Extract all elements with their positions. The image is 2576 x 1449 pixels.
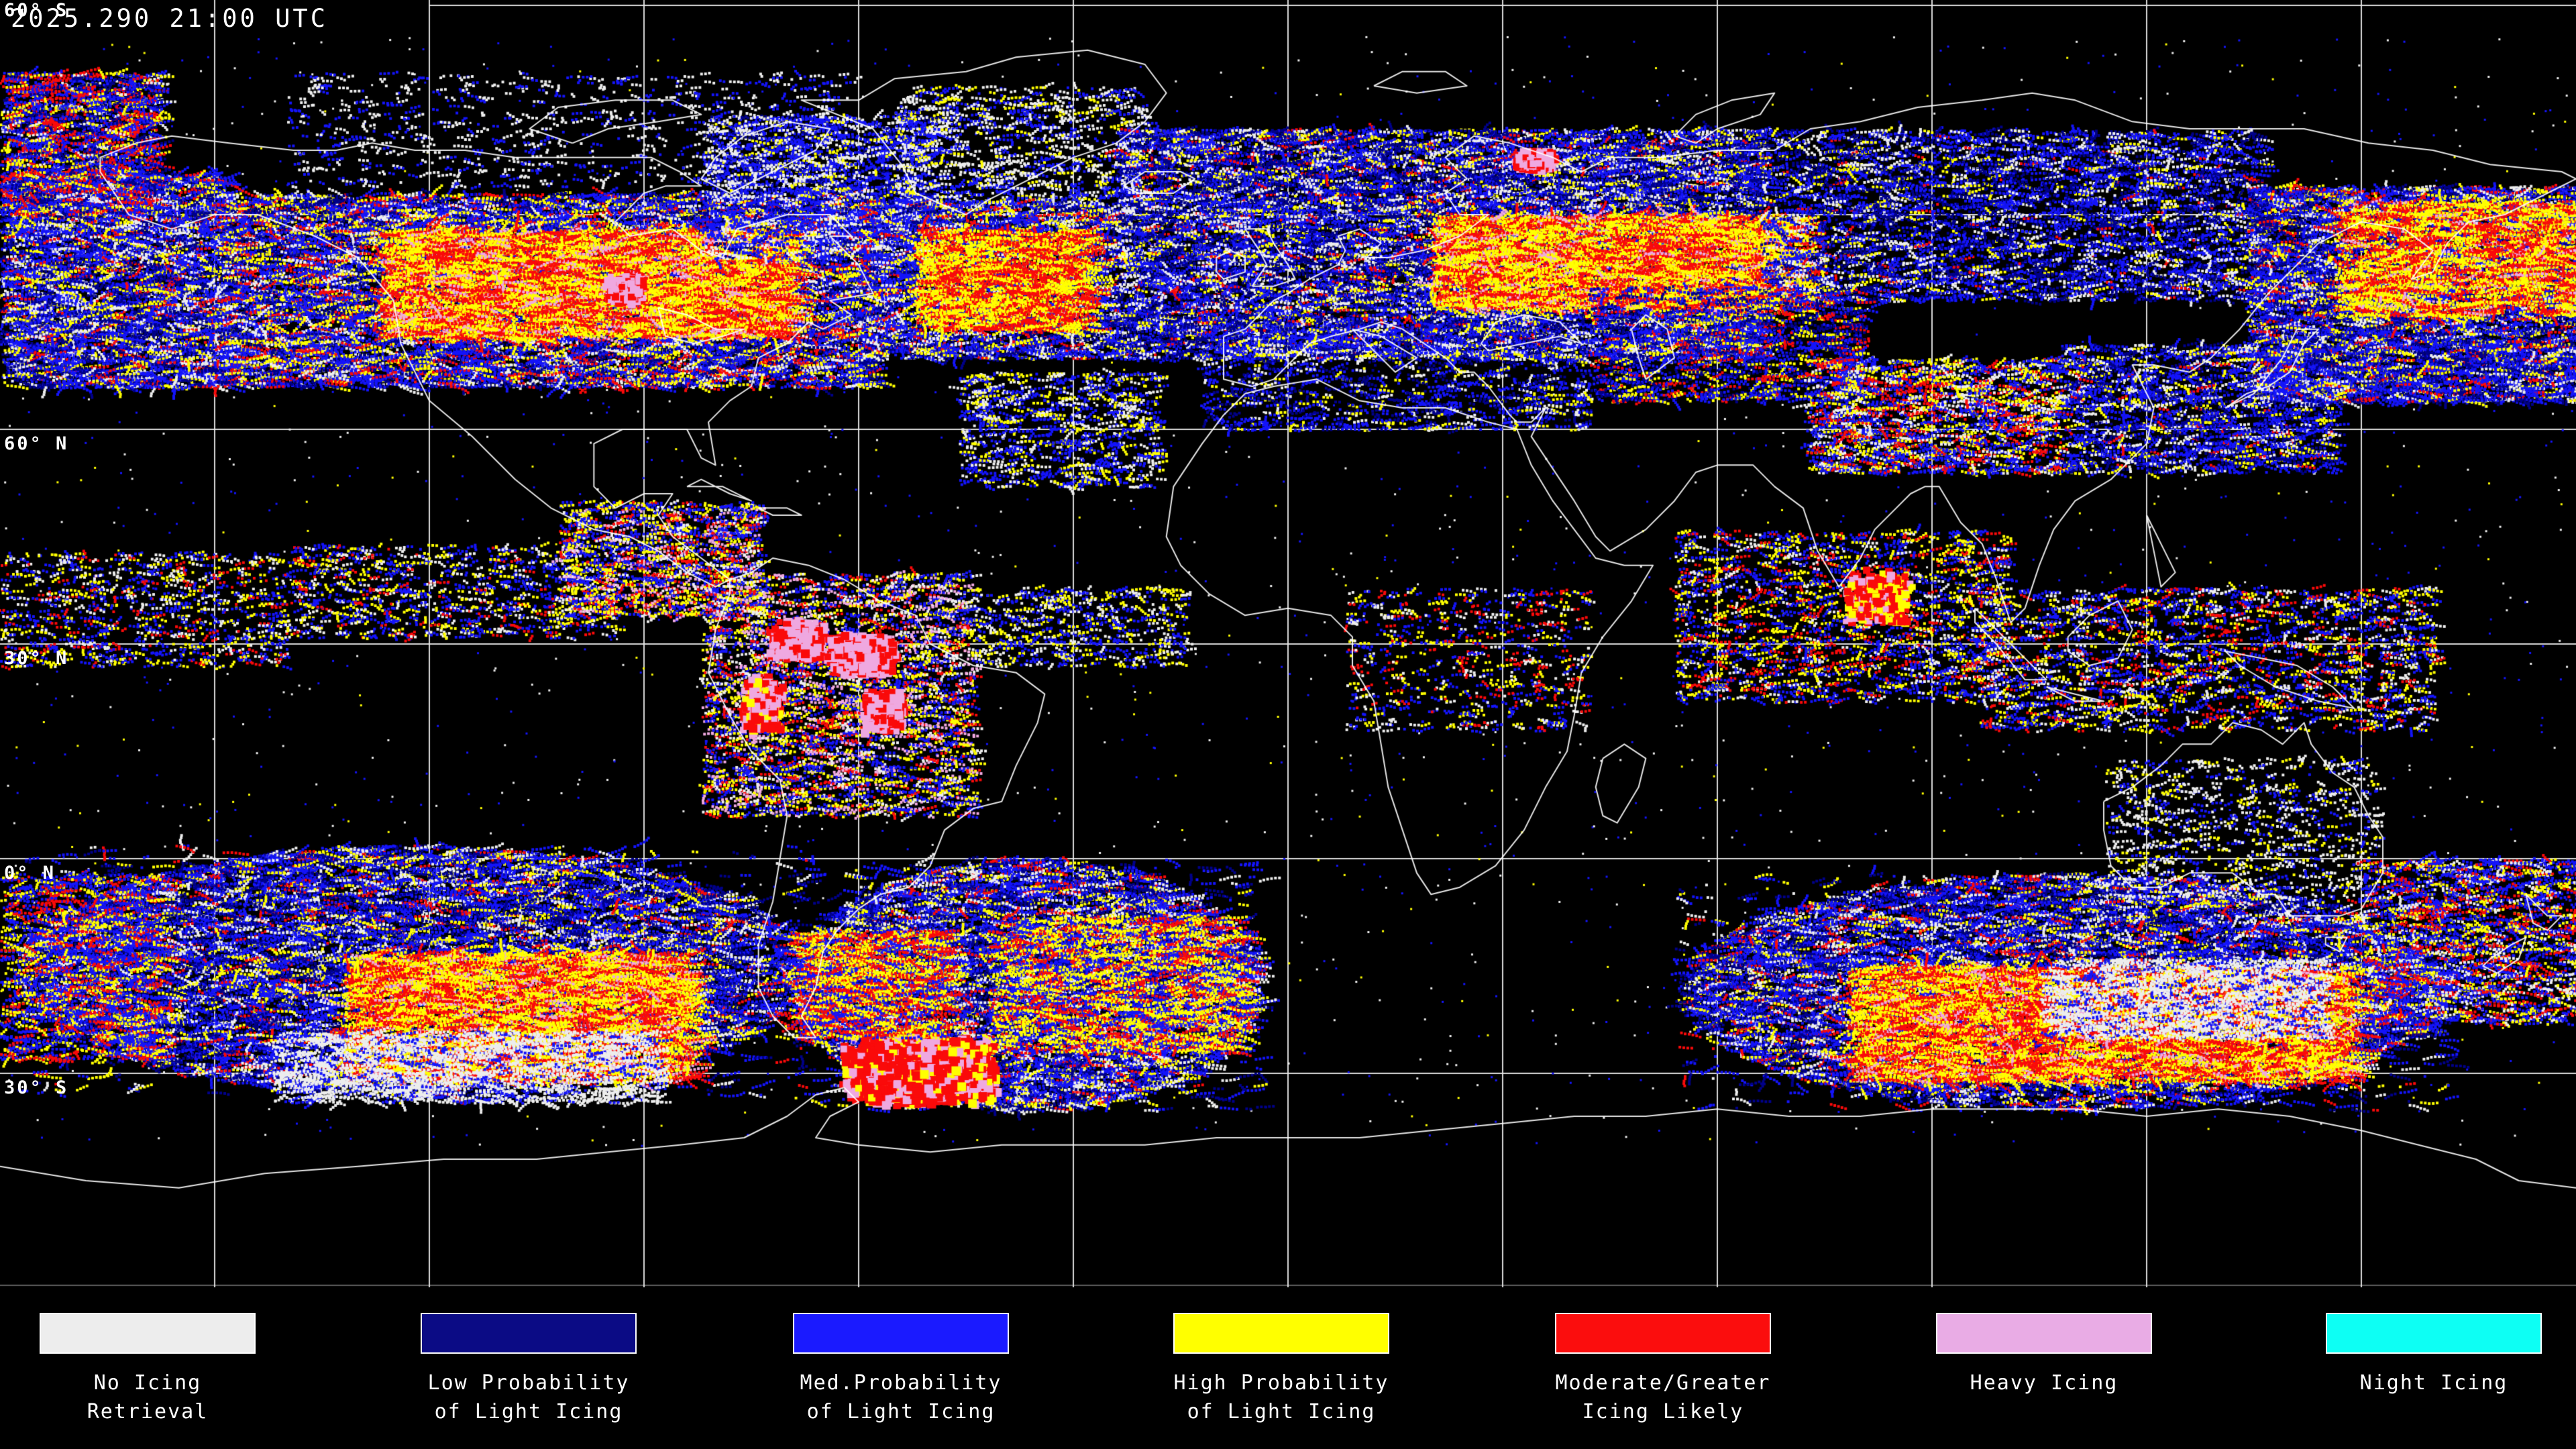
lat-label-60n: 60° N bbox=[4, 433, 69, 454]
legend-label: Retrieval bbox=[87, 1400, 209, 1424]
low-prob-swatch bbox=[421, 1313, 637, 1354]
legend-label: of Light Icing bbox=[1187, 1400, 1376, 1424]
timestamp: 2025.290 21:00 UTC bbox=[11, 4, 328, 33]
lat-label-60s: 60° S bbox=[4, 0, 69, 21]
legend-item-night-icing: Night Icing bbox=[2246, 1287, 2576, 1397]
legend-label: of Light Icing bbox=[434, 1400, 623, 1424]
legend-item-med-prob: Med.Probability of Light Icing bbox=[713, 1287, 1089, 1426]
high-prob-swatch bbox=[1173, 1313, 1389, 1354]
legend-label: No Icing bbox=[93, 1371, 202, 1395]
legend-label: Med.Probability bbox=[800, 1371, 1002, 1395]
icing-legend: No Icing Retrieval Low Probability of Li… bbox=[0, 1287, 2576, 1449]
legend-label: Heavy Icing bbox=[1970, 1371, 2118, 1395]
no-icing-retrieval-swatch bbox=[40, 1313, 256, 1354]
heavy-icing-swatch bbox=[1936, 1313, 2152, 1354]
lat-label-30s: 30° S bbox=[4, 1077, 69, 1098]
legend-label: High Probability bbox=[1173, 1371, 1389, 1395]
legend-item-low-prob: Low Probability of Light Icing bbox=[341, 1287, 716, 1426]
legend-item-moderate-greater: Moderate/Greater Icing Likely bbox=[1475, 1287, 1851, 1426]
legend-item-high-prob: High Probability of Light Icing bbox=[1093, 1287, 1469, 1426]
med-prob-swatch bbox=[793, 1313, 1009, 1354]
legend-label: Icing Likely bbox=[1582, 1400, 1744, 1424]
legend-label: Night Icing bbox=[2359, 1371, 2508, 1395]
lat-label-30n: 30° N bbox=[4, 648, 69, 669]
global-icing-map: 2025.290 21:00 UTC 60° N 30° N 0° N 30° … bbox=[0, 0, 2576, 1287]
legend-item-heavy-icing: Heavy Icing bbox=[1856, 1287, 2232, 1397]
moderate-greater-swatch bbox=[1555, 1313, 1771, 1354]
lat-label-0n: 0° N bbox=[4, 863, 56, 883]
icing-map-canvas bbox=[0, 0, 2576, 1287]
legend-item-no-icing-retrieval: No Icing Retrieval bbox=[0, 1287, 335, 1426]
legend-label: Low Probability bbox=[427, 1371, 630, 1395]
legend-label: of Light Icing bbox=[806, 1400, 996, 1424]
legend-label: Moderate/Greater bbox=[1555, 1371, 1771, 1395]
night-icing-swatch bbox=[2326, 1313, 2542, 1354]
